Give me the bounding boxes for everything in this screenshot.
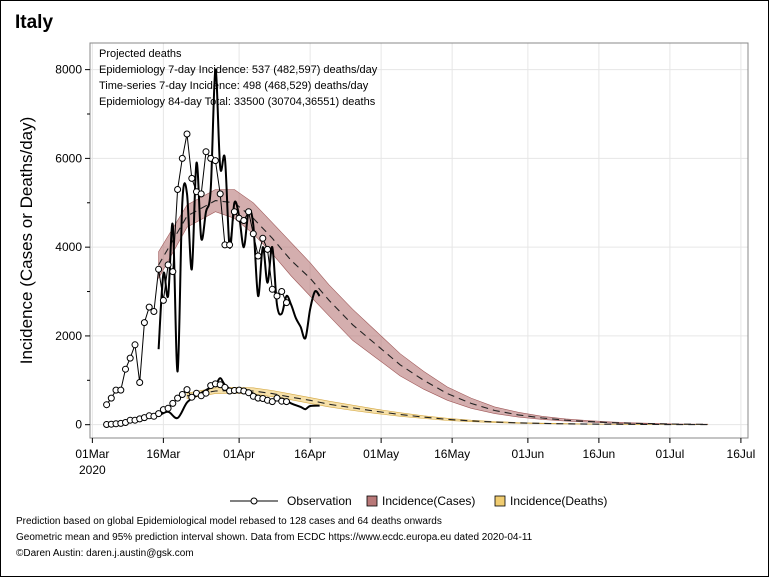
- observation-point: [249, 230, 257, 238]
- projection-mean-1: [186, 389, 708, 426]
- observation-point: [150, 308, 158, 315]
- x-tick-label-7: 16Jun: [583, 447, 616, 461]
- observation-point: [159, 296, 167, 304]
- x-tick-year-label: 2020: [79, 463, 106, 477]
- observation-point: [211, 157, 219, 165]
- annotation-line-1: Epidemiology 7-day Incidence: 537 (482,5…: [99, 64, 378, 76]
- observation-point: [245, 389, 253, 397]
- footnote-model: Prediction based on global Epidemiologic…: [16, 516, 442, 527]
- observation-point: [126, 354, 134, 362]
- axes: 0 2000 4000 6000 8000 01Mar 16Mar 01Apr 16Apr 01M…: [17, 42, 756, 477]
- y-axis-label: Incidence (Cases or Deaths/day): [17, 117, 36, 365]
- x-tick-label-4: 01May: [363, 447, 399, 461]
- axes-frame: [89, 42, 749, 439]
- footnote-author: ©Daren Austin: daren.j.austin@gsk.com: [16, 548, 194, 559]
- x-tick-label-9: 16Jul: [727, 447, 756, 461]
- x-tick-label-1: 16Mar: [146, 447, 180, 461]
- observation-point: [145, 303, 153, 311]
- legend-swatch-1: [366, 495, 378, 507]
- y-tick-label-2: 4000: [55, 240, 82, 254]
- observation-point: [122, 365, 129, 373]
- observation-point: [202, 148, 210, 156]
- observation-point: [264, 245, 271, 253]
- observation-point: [230, 208, 238, 216]
- observation-point: [183, 130, 191, 138]
- observation-point: [240, 217, 248, 224]
- observation-point: [202, 389, 210, 397]
- observation-point: [183, 386, 191, 394]
- y-tick-label-3: 6000: [55, 151, 82, 165]
- y-tick-label-0: 0: [75, 418, 82, 432]
- observation-point: [103, 401, 111, 409]
- observation-point: [107, 394, 115, 402]
- observation-point: [188, 393, 196, 401]
- legend: Observation Incidence(Cases) Incidence(Dea…: [230, 494, 607, 508]
- footnote-source: Geometric mean and 95% prediction interv…: [16, 532, 533, 543]
- observation-point: [254, 252, 262, 260]
- annotation-line-2: Time-series 7-day Incidence: 498 (468,52…: [99, 80, 369, 92]
- observation-point: [216, 190, 224, 198]
- chart-title: Italy: [15, 12, 54, 33]
- plot-area: [90, 43, 748, 438]
- observation-point: [283, 299, 290, 307]
- observation-point: [268, 285, 276, 293]
- observation-point: [221, 383, 229, 391]
- legend-label-0: Observation: [287, 494, 352, 508]
- observation-point: [136, 379, 144, 386]
- observation-point: [174, 186, 182, 193]
- observation-point: [259, 234, 267, 242]
- annotation-line-0: Projected deaths: [99, 48, 182, 60]
- y-tick-label-4: 8000: [55, 63, 82, 77]
- legend-swatch-2: [494, 495, 506, 507]
- observation-point: [245, 208, 253, 216]
- observation-point: [169, 399, 177, 407]
- observation-point: [169, 268, 177, 276]
- observation-point: [131, 341, 139, 349]
- observation-point: [273, 292, 281, 300]
- x-tick-label-3: 16Apr: [294, 447, 326, 461]
- annotation-line-3: Epidemiology 84-day Total: 33500 (30704,…: [99, 96, 376, 108]
- observation-point: [140, 319, 148, 327]
- observation-point: [278, 288, 286, 295]
- observation-point: [188, 174, 196, 182]
- observation-point: [155, 410, 163, 418]
- legend-label-1: Incidence(Cases): [382, 494, 475, 508]
- x-tick-label-8: 01Jul: [656, 447, 685, 461]
- observation-point: [178, 154, 186, 162]
- observation-point: [164, 404, 172, 412]
- observation-point: [283, 398, 290, 406]
- x-tick-label-5: 16May: [434, 447, 470, 461]
- observation-point: [174, 394, 182, 402]
- legend-label-2: Incidence(Deaths): [510, 494, 607, 508]
- x-tick-label-0: 01Mar: [75, 447, 109, 461]
- legend-observation-marker: [250, 497, 258, 505]
- x-tick-label-2: 01Apr: [223, 447, 255, 461]
- observation-point: [226, 241, 234, 249]
- observation-point: [117, 386, 125, 394]
- observation-point: [155, 265, 163, 273]
- observation-point: [197, 190, 205, 198]
- x-tick-label-6: 01Jun: [512, 447, 545, 461]
- observation-point: [273, 394, 281, 402]
- y-tick-label-1: 2000: [55, 329, 82, 343]
- observation-point: [164, 261, 172, 269]
- observation-point: [268, 398, 276, 406]
- observation-point: [178, 391, 186, 398]
